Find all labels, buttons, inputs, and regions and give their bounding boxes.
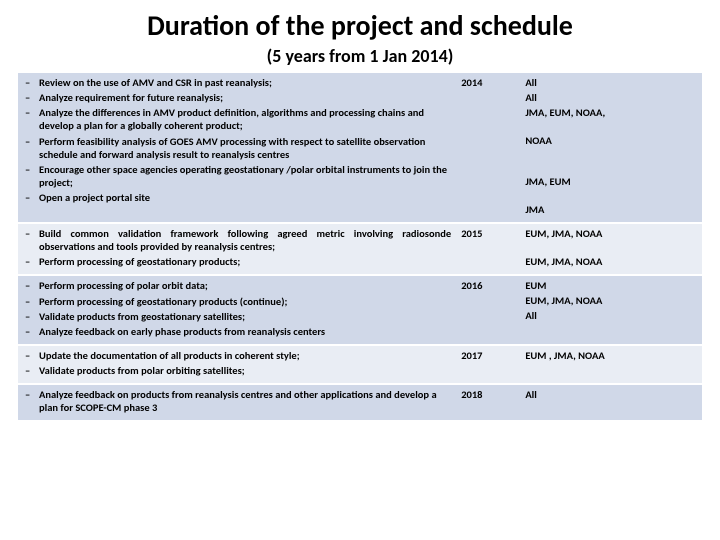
who-item: JMA <box>525 203 697 216</box>
task-item: Review on the use of AMV and CSR in past… <box>23 76 451 89</box>
task-item: Analyze feedback on products from reanal… <box>23 388 451 414</box>
task-item: Analyze feedback on early phase products… <box>23 325 451 338</box>
who-item <box>525 324 697 337</box>
who-item: NOAA <box>525 134 697 147</box>
task-item: Validate products from polar orbiting sa… <box>23 364 451 377</box>
table-row: Update the documentation of all products… <box>18 345 702 384</box>
task-item: Perform processing of geostationary prod… <box>23 255 451 268</box>
tasks-cell: Review on the use of AMV and CSR in past… <box>18 73 456 223</box>
who-item <box>525 364 697 377</box>
table-row: Analyze feedback on products from reanal… <box>18 384 702 420</box>
schedule-table: Review on the use of AMV and CSR in past… <box>18 73 702 420</box>
who-item: EUM <box>525 279 697 292</box>
task-item: Perform feasibility analysis of GOES AMV… <box>23 135 451 161</box>
year-cell: 2016 <box>456 275 520 345</box>
who-item: All <box>525 388 697 401</box>
task-item: Analyze the differences in AMV product d… <box>23 106 451 132</box>
who-cell: All All JMA, EUM, NOAA, NOAA JMA, EUM JMA <box>520 73 702 223</box>
who-item: All <box>525 76 697 89</box>
task-item: Perform processing of geostationary prod… <box>23 295 451 308</box>
task-item: Analyze requirement for future reanalysi… <box>23 91 451 104</box>
year-cell: 2014 <box>456 73 520 223</box>
task-item: Update the documentation of all products… <box>23 349 451 362</box>
table-row: Review on the use of AMV and CSR in past… <box>18 73 702 223</box>
who-item: JMA, EUM, NOAA, <box>525 106 697 119</box>
task-item: Open a project portal site <box>23 191 451 204</box>
year-cell: 2017 <box>456 345 520 384</box>
task-item: Build common validation framework follow… <box>23 227 451 253</box>
who-cell: EUM, JMA, NOAA EUM, JMA, NOAA <box>520 223 702 275</box>
who-cell: EUM EUM, JMA, NOAA All <box>520 275 702 345</box>
task-item: Perform processing of polar orbit data; <box>23 279 451 292</box>
task-item: Validate products from geostationary sat… <box>23 310 451 323</box>
table-row: Perform processing of polar orbit data; P… <box>18 275 702 345</box>
tasks-cell: Analyze feedback on products from reanal… <box>18 384 456 420</box>
who-cell: All <box>520 384 702 420</box>
who-item: All <box>525 309 697 322</box>
year-cell: 2018 <box>456 384 520 420</box>
tasks-cell: Update the documentation of all products… <box>18 345 456 384</box>
page-subtitle: (5 years from 1 Jan 2014) <box>18 45 702 67</box>
tasks-cell: Build common validation framework follow… <box>18 223 456 275</box>
year-cell: 2015 <box>456 223 520 275</box>
tasks-cell: Perform processing of polar orbit data; P… <box>18 275 456 345</box>
task-item: Encourage other space agencies operating… <box>23 163 451 189</box>
who-item: EUM, JMA, NOAA <box>525 227 697 240</box>
who-cell: EUM , JMA, NOAA <box>520 345 702 384</box>
who-item: JMA, EUM <box>525 175 697 188</box>
who-item: EUM, JMA, NOAA <box>525 255 697 268</box>
who-item: EUM , JMA, NOAA <box>525 349 697 362</box>
who-item: All <box>525 91 697 104</box>
table-row: Build common validation framework follow… <box>18 223 702 275</box>
who-item: EUM, JMA, NOAA <box>525 294 697 307</box>
page-title: Duration of the project and schedule <box>18 8 702 43</box>
